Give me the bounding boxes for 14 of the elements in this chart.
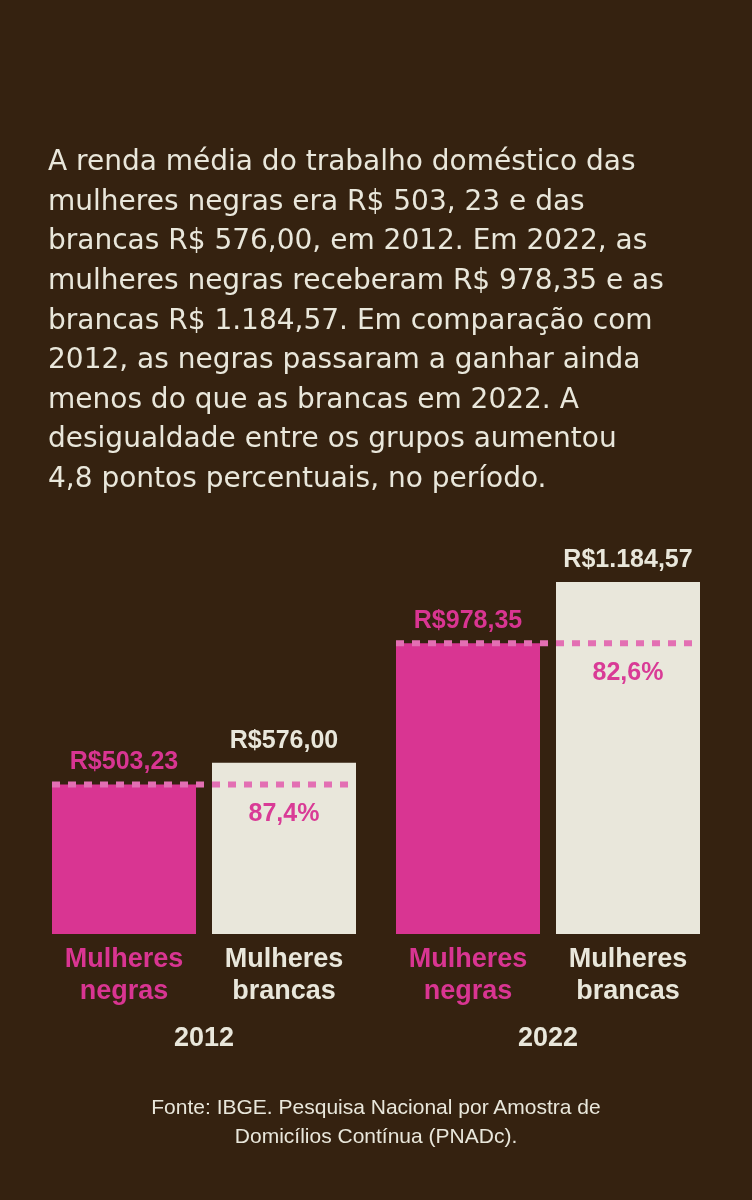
data-label: R$503,23	[69, 746, 179, 775]
data-label: R$1.184,57	[563, 544, 693, 572]
data-label: R$978,35	[413, 605, 523, 634]
text: Mulheres negras	[408, 943, 528, 1005]
text: Mulheres brancas	[568, 943, 688, 1005]
chart-title: A renda média do trabalho doméstico das mulheres negras era R$ 503, 23 e das brancas R$ 576,00, em 2012. Em 2022, as mulheres negras receberam R$ 978,35 e as brancas R$ 1.184,57. Em comparação com 2012, as negras passaram a ganhar ainda menos do que as brancas em 2022. A desigualdade entre os grupos aumentou 4,8 pontos percentuais, no período.	[48, 144, 664, 494]
data-label: R$576,00	[229, 724, 339, 753]
x-tick-label: 2022	[517, 1022, 579, 1052]
annotation: 87,4%	[248, 798, 320, 827]
series-label: Mulheres negras	[64, 943, 184, 1005]
annotation: 82,6%	[592, 657, 664, 686]
source-note: Fonte: IBGE. Pesquisa Nacional por Amostra de Domicílios Contínua (PNADc).	[151, 1095, 601, 1147]
x-tick-label: 2012	[173, 1022, 235, 1052]
series-label: Mulheres brancas	[224, 943, 344, 1005]
